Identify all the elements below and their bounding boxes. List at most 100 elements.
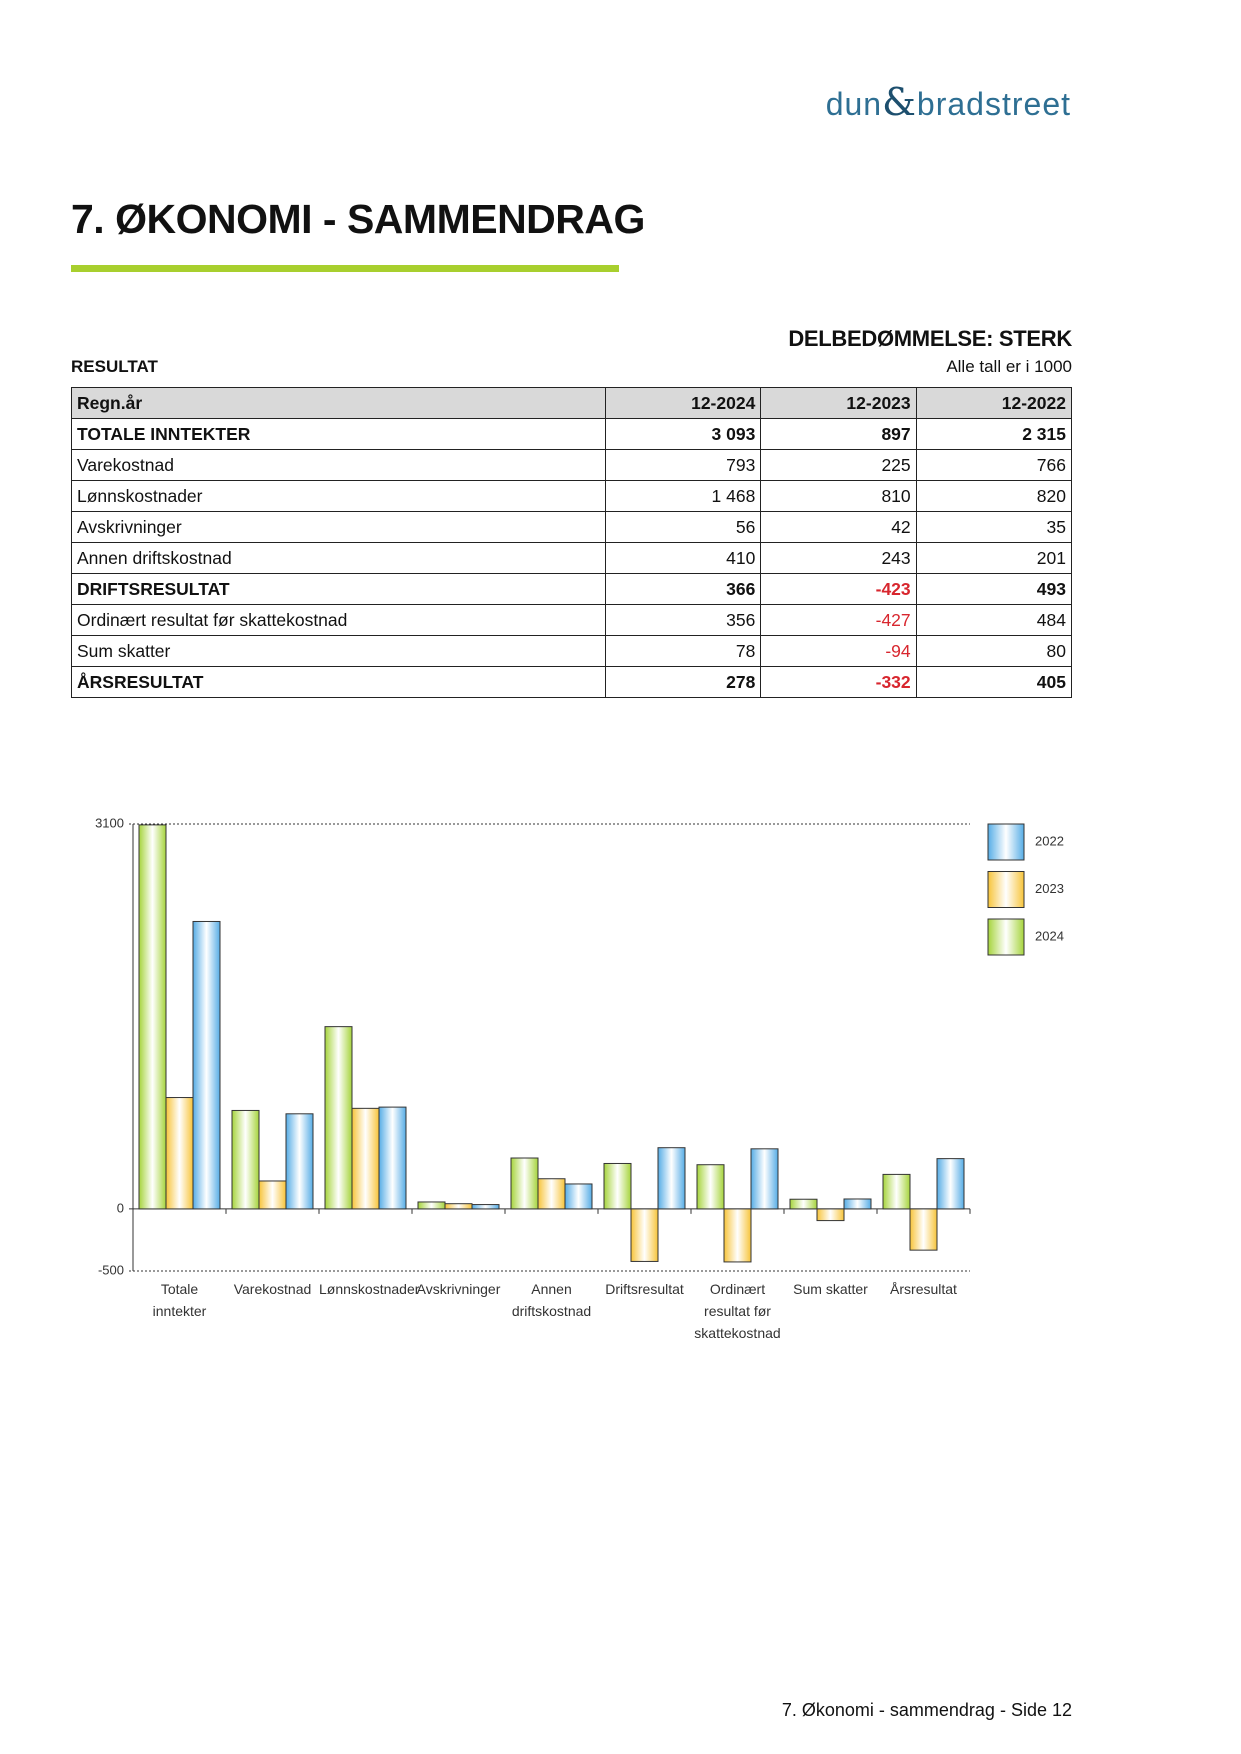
bar <box>324 1026 353 1210</box>
bar <box>231 1109 260 1210</box>
x-tick-label: Annen driftskostnad <box>511 1281 592 1319</box>
chart: -500 0 3100 2024 2023 2022 <box>95 815 1064 1277</box>
footer: 7. Økonomi - sammendrag - Side 12 <box>781 1700 1072 1720</box>
legend-label: 2023 <box>1035 881 1064 896</box>
table-cell: 897 <box>760 418 917 450</box>
table-row: ÅRSRESULTAT 278 -332 405 <box>71 666 1073 698</box>
legend-swatch <box>987 918 1025 956</box>
legend-label: 2024 <box>1035 928 1064 943</box>
bar <box>936 1158 965 1210</box>
bar <box>165 1097 194 1210</box>
table-row: Annen driftskostnad 410 243 201 <box>71 542 1073 574</box>
bar <box>630 1208 659 1262</box>
table-row: Varekostnad 793 225 766 <box>71 449 1073 481</box>
units-note: Alle tall er i 1000 <box>946 357 1072 376</box>
table-cell: 1 468 <box>604 480 762 512</box>
bar <box>909 1208 938 1251</box>
x-tick-label: Ordinært resultat før skattekostnad <box>694 1281 781 1341</box>
header-cell: 12-2024 <box>604 387 762 419</box>
page-title: 7. ØKONOMI - SAMMENDRAG <box>71 196 645 242</box>
table-cell: 820 <box>915 480 1073 512</box>
table-cell: Annen driftskostnad <box>71 542 606 574</box>
table-cell: Sum skatter <box>71 635 606 667</box>
x-tick-label: Årsresultat <box>890 1281 957 1297</box>
table-cell: DRIFTSRESULTAT <box>71 573 606 605</box>
table-cell: 410 <box>604 542 762 574</box>
table-cell: Varekostnad <box>71 449 606 481</box>
bar <box>285 1113 314 1210</box>
y-tick-label: -500 <box>98 1262 124 1277</box>
table-cell: 80 <box>915 635 1073 667</box>
bar <box>696 1164 725 1210</box>
bar <box>378 1106 407 1210</box>
table-cell: 78 <box>604 635 762 667</box>
table-cell: 810 <box>760 480 917 512</box>
bar <box>843 1198 872 1210</box>
table-cell: TOTALE INNTEKTER <box>71 418 606 450</box>
table-row: Sum skatter 78 -94 80 <box>71 635 1073 667</box>
logo-text: dun <box>825 86 883 122</box>
bar <box>882 1173 911 1210</box>
bar <box>603 1162 632 1210</box>
rating: DELBEDØMMELSE: STERK <box>788 326 1072 351</box>
table-row: TOTALE INNTEKTER 3 093 897 2 315 <box>71 418 1073 450</box>
table-cell: 3 093 <box>604 418 762 450</box>
table-cell: 366 <box>604 573 762 605</box>
table-cell: ÅRSRESULTAT <box>71 666 606 698</box>
table-cell: -94 <box>760 635 917 667</box>
x-tick-label: Sum skatter <box>793 1281 868 1297</box>
logo-amp: & <box>882 80 917 124</box>
bar <box>258 1180 287 1210</box>
table-cell: Avskrivninger <box>71 511 606 543</box>
bar <box>750 1148 779 1210</box>
bar <box>192 920 221 1210</box>
bar <box>510 1157 539 1210</box>
header-cell: Regn.år <box>71 387 606 419</box>
table-cell: 42 <box>760 511 917 543</box>
table-cell: 225 <box>760 449 917 481</box>
title-rule <box>71 265 619 272</box>
table-row: Ordinært resultat før skattekostnad 356 -4… <box>71 604 1073 636</box>
bar <box>351 1107 380 1210</box>
table-cell: 484 <box>915 604 1073 636</box>
table-cell: 243 <box>760 542 917 574</box>
table-cell: 356 <box>604 604 762 636</box>
legend-swatch <box>987 871 1025 908</box>
legend-label: 2022 <box>1035 833 1064 848</box>
table-cell: Lønnskostnader <box>71 480 606 512</box>
bar <box>417 1201 446 1210</box>
bar <box>816 1208 845 1222</box>
table-cell: 766 <box>915 449 1073 481</box>
table-cell: 793 <box>604 449 762 481</box>
logo-text: bradstreet <box>916 86 1071 122</box>
logo: dun&bradstreet <box>826 80 1071 124</box>
table-cell: Ordinært resultat før skattekostnad <box>71 604 606 636</box>
bar <box>138 824 167 1210</box>
bar <box>444 1203 473 1210</box>
x-tick-label: Avskrivninger <box>416 1281 501 1297</box>
x-tick-label: Lønnskostnader <box>319 1281 420 1297</box>
result-table: Regn.år 12-2024 12-2023 12-2022 TOTALE INNTE… <box>71 387 1073 698</box>
table-cell: -332 <box>760 666 917 698</box>
bar <box>723 1208 752 1263</box>
table-cell: -423 <box>760 573 917 605</box>
x-tick-label: Varekostnad <box>233 1281 312 1297</box>
bar <box>537 1178 566 1210</box>
header-cell: 12-2022 <box>915 387 1073 419</box>
header-cell: 12-2023 <box>760 387 917 419</box>
table-row: Lønnskostnader 1 468 810 820 <box>71 480 1073 512</box>
header-row: Regn.år 12-2024 12-2023 12-2022 <box>71 387 1073 419</box>
section-title: RESULTAT <box>71 357 158 376</box>
table-row: DRIFTSRESULTAT 366 -423 493 <box>71 573 1073 605</box>
table-cell: 201 <box>915 542 1073 574</box>
bar <box>471 1204 500 1210</box>
x-tick-label: Totale inntekter <box>152 1281 207 1319</box>
table-cell: 405 <box>915 666 1073 698</box>
table-cell: 278 <box>604 666 762 698</box>
bar <box>657 1147 686 1210</box>
table-cell: -427 <box>760 604 917 636</box>
table-cell: 493 <box>915 573 1073 605</box>
bar <box>564 1183 593 1210</box>
y-tick-label: 3100 <box>95 815 124 830</box>
